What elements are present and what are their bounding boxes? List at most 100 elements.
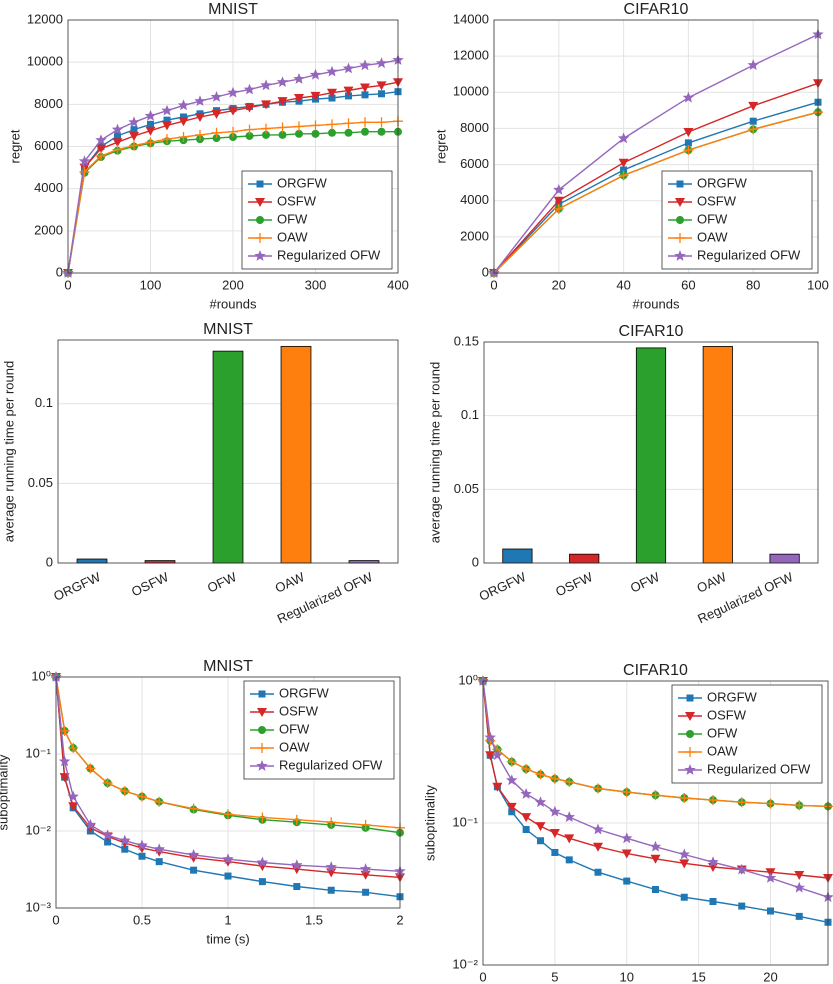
marker [104,838,112,846]
y-tick-label: 10000 [27,54,63,69]
marker [522,825,530,833]
marker [376,117,387,128]
y-tick-label: 6000 [34,138,63,153]
marker [707,856,719,867]
marker [360,83,370,93]
y-tick-label: 10⁰ [458,672,478,687]
marker [564,776,575,787]
x-tick-label: 0 [479,969,486,984]
marker [50,671,62,682]
marker [738,902,746,910]
legend-label: Regularized OFW [279,757,383,772]
marker [119,834,131,846]
subplot: MNIST average running time per round 0 0.05… [1,321,399,626]
marker [765,798,776,809]
marker [112,138,123,148]
x-tick-label: 20 [763,969,777,984]
marker [593,783,603,794]
bar [635,347,667,564]
y-tick-label: 10⁻¹ [25,745,51,760]
axes-frame [55,676,401,909]
legend-label: OSFW [707,707,747,722]
marker [680,893,688,901]
y-axis-label: regret [7,129,22,163]
marker [361,127,369,136]
x-tick-label: 1 [224,912,231,927]
y-tick-label: 10⁻³ [25,899,51,914]
marker [361,91,369,99]
marker [359,59,371,71]
marker [137,791,147,802]
chart-title: MNIST [203,658,253,675]
marker [229,133,237,142]
x-tick-label: 400 [387,277,409,292]
marker [621,832,633,844]
marker [748,124,759,135]
y-tick-label: 8000 [460,120,489,135]
legend-label: ORGFW [707,689,758,704]
marker [327,886,335,894]
y-tick-label: 8000 [34,96,63,111]
marker [684,764,696,775]
marker [649,840,662,852]
marker [593,842,603,852]
marker [228,126,238,137]
marker [129,140,139,151]
marker [553,203,564,214]
y-tick-label: 0 [482,264,489,279]
legend: ORGFW OSFW OFW OAW Regularized OFW [671,684,823,784]
marker [211,127,222,138]
marker [682,91,695,103]
marker [376,81,387,91]
marker [227,86,239,98]
y-tick-label: 10000 [453,84,489,99]
y-tick-label: 4000 [34,180,63,195]
marker [678,848,690,860]
marker [311,129,320,138]
marker [163,116,171,124]
y-tick-label: 6000 [460,156,489,171]
y-tick-label: 0.1 [35,395,53,410]
marker [147,120,154,128]
legend-label: ORGFW [279,685,330,700]
x-axis-label: time (s) [206,931,249,946]
marker [594,868,602,876]
marker [675,233,685,243]
marker [736,863,748,875]
x-tick-label: 20 [552,277,566,292]
legend-label: OSFW [279,703,319,718]
marker [178,132,189,143]
marker [708,795,718,806]
x-tick-label: 0 [490,277,497,292]
marker [359,863,372,874]
y-tick-label: 0 [56,264,63,279]
bar [212,350,244,564]
marker [294,121,304,132]
marker [78,155,91,167]
marker [328,128,336,137]
y-tick-label: 10⁻² [25,822,51,837]
marker [96,150,106,161]
marker [491,749,504,761]
axes-frame [67,19,399,274]
x-tick-label: OAW [273,569,308,596]
marker [130,126,138,134]
marker [119,786,130,797]
marker [652,886,659,894]
marker [328,94,336,102]
marker [154,796,165,807]
bar [502,548,533,564]
marker [212,134,221,143]
marker [310,120,321,131]
marker [534,796,547,808]
x-tick-label: OFW [205,569,239,596]
marker [683,128,694,138]
marker [258,726,266,734]
legend: ORGFW OSFW OFW OAW Regularized OFW [241,170,393,270]
x-tick-label: 300 [305,277,327,292]
marker [255,233,265,243]
y-tick-label: 0.15 [454,333,479,348]
y-axis-label: suboptimality [0,754,10,830]
marker [553,196,564,206]
marker [551,848,559,856]
